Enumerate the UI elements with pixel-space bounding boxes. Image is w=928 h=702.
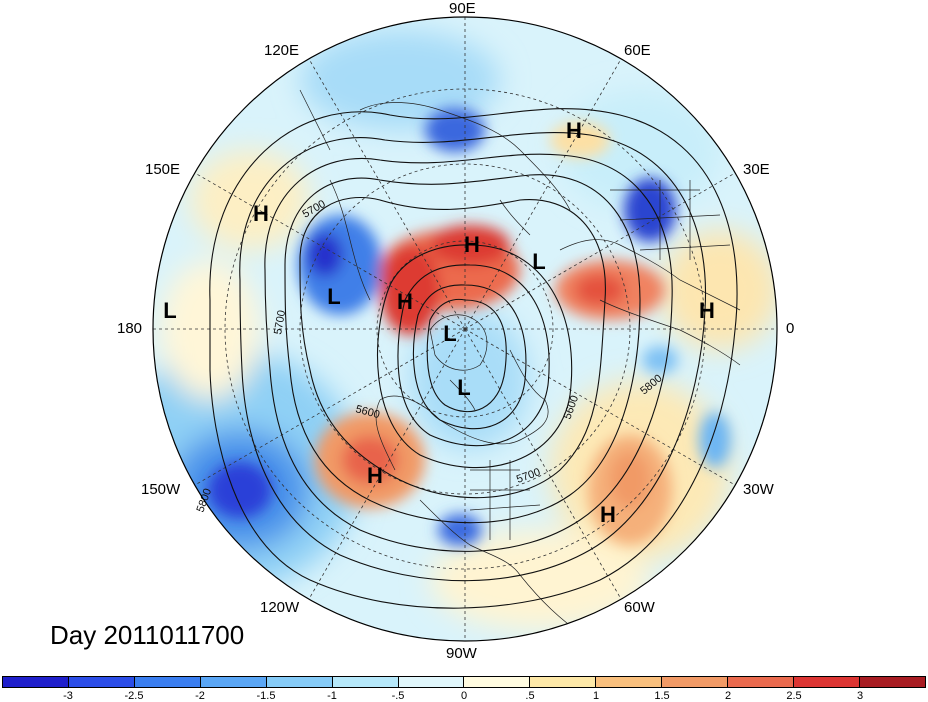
lon-label-60e: 60E — [624, 42, 651, 59]
colorbar-tick-label: 2.5 — [786, 690, 802, 702]
colorbar-segment — [728, 677, 795, 687]
colorbar-segment — [464, 677, 531, 687]
colorbar-segment — [134, 677, 201, 687]
colorbar-segment — [530, 677, 597, 687]
colorbar-segment — [596, 677, 663, 687]
colorbar-tick-label: -1.5 — [256, 690, 276, 702]
high-pressure-marker: H — [566, 118, 582, 143]
contour-label: 5700 — [272, 309, 288, 335]
lon-label-120w: 120W — [260, 599, 300, 616]
anomaly-shading — [153, 17, 777, 641]
lon-label-30e: 30E — [743, 161, 770, 178]
date-title: Day 2011011700 — [50, 620, 245, 650]
lon-label-120e: 120E — [264, 42, 300, 59]
low-pressure-marker: L — [163, 298, 176, 323]
colorbar-labels: -3 -2.5 -2 -1.5 -1 -.5 0 .5 1 1.5 2 2.5 3 — [0, 690, 928, 702]
graticule — [153, 17, 777, 641]
colorbar-segment — [68, 677, 135, 687]
lon-label-90e: 90E — [449, 0, 476, 17]
colorbar-tick-label: 0 — [460, 690, 468, 702]
colorbar-tick-label: -.5 — [391, 690, 405, 702]
lon-label-0: 0 — [786, 320, 795, 337]
high-pressure-marker: H — [699, 298, 715, 323]
high-pressure-marker: H — [464, 232, 480, 257]
lon-label-60w: 60W — [624, 599, 655, 616]
high-pressure-marker: H — [600, 502, 616, 527]
colorbar-segment — [859, 677, 925, 687]
high-pressure-marker: H — [397, 289, 413, 314]
lon-label-90w: 90W — [446, 645, 477, 662]
map-boundary — [152, 16, 778, 642]
height-contours — [209, 108, 738, 609]
low-pressure-marker: L — [327, 284, 340, 309]
colorbar-tick-label: 1.5 — [654, 690, 670, 702]
colorbar-tick-label: -2.5 — [124, 690, 144, 702]
lon-label-150e: 150E — [145, 161, 181, 178]
low-pressure-marker: L — [532, 249, 545, 274]
colorbar — [2, 676, 926, 688]
colorbar-tick-label: 1 — [592, 690, 600, 702]
colorbar-tick-label: .5 — [525, 690, 535, 702]
colorbar-segment — [200, 677, 267, 687]
low-pressure-marker: L — [443, 321, 456, 346]
colorbar-tick-label: 3 — [856, 690, 864, 702]
colorbar-segment — [662, 677, 729, 687]
colorbar-segment — [398, 677, 465, 687]
colorbar-segment — [266, 677, 333, 687]
lon-label-180: 180 — [117, 320, 143, 337]
high-pressure-marker: H — [367, 463, 383, 488]
low-pressure-marker: L — [457, 375, 470, 400]
pressure-markers: H H H H H H H L L L L L — [163, 118, 715, 527]
colorbar-segment — [332, 677, 399, 687]
colorbar-tick-label: -3 — [63, 690, 73, 702]
lon-label-150w: 150W — [141, 481, 181, 498]
high-pressure-marker: H — [253, 201, 269, 226]
colorbar-tick-label: -2 — [195, 690, 205, 702]
colorbar-segment — [794, 677, 860, 687]
lon-label-30w: 30W — [743, 481, 774, 498]
colorbar-tick-label: 2 — [724, 690, 732, 702]
colorbar-tick-label: -1 — [327, 690, 337, 702]
colorbar-segment — [3, 677, 69, 687]
